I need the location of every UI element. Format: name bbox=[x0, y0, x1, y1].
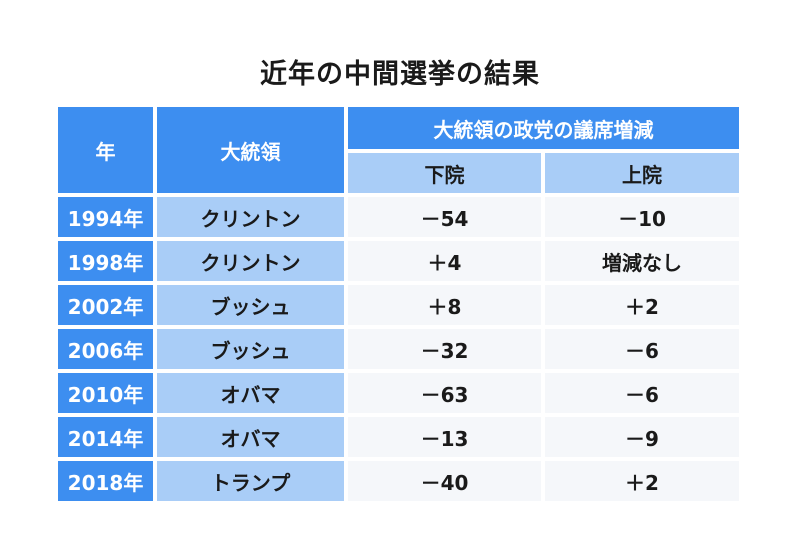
header-house: 下院 bbox=[348, 153, 541, 193]
page-title: 近年の中間選挙の結果 bbox=[260, 59, 540, 90]
row-president: ブッシュ bbox=[157, 285, 344, 325]
row-year: 1994年 bbox=[58, 197, 153, 237]
row-house: －54 bbox=[348, 197, 541, 237]
row-year: 2018年 bbox=[58, 461, 153, 501]
results-table: 年 大統領 大統領の政党の議席増減 下院 上院 1994年 クリントン －54 … bbox=[58, 107, 739, 501]
row-year: 2014年 bbox=[58, 417, 153, 457]
row-senate: －6 bbox=[545, 329, 739, 369]
row-house: －40 bbox=[348, 461, 541, 501]
row-senate: －9 bbox=[545, 417, 739, 457]
row-year: 2002年 bbox=[58, 285, 153, 325]
row-house: ＋4 bbox=[348, 241, 541, 281]
header-president: 大統領 bbox=[157, 107, 344, 193]
row-year: 1998年 bbox=[58, 241, 153, 281]
row-president: クリントン bbox=[157, 241, 344, 281]
header-year: 年 bbox=[58, 107, 153, 193]
row-house: －63 bbox=[348, 373, 541, 413]
row-president: オバマ bbox=[157, 373, 344, 413]
row-senate: －10 bbox=[545, 197, 739, 237]
row-president: オバマ bbox=[157, 417, 344, 457]
row-senate: ＋2 bbox=[545, 285, 739, 325]
row-senate: ＋2 bbox=[545, 461, 739, 501]
row-house: ＋8 bbox=[348, 285, 541, 325]
header-senate: 上院 bbox=[545, 153, 739, 193]
row-president: ブッシュ bbox=[157, 329, 344, 369]
row-president: クリントン bbox=[157, 197, 344, 237]
row-president: トランプ bbox=[157, 461, 344, 501]
row-year: 2010年 bbox=[58, 373, 153, 413]
row-senate: 増減なし bbox=[545, 241, 739, 281]
row-house: －32 bbox=[348, 329, 541, 369]
row-house: －13 bbox=[348, 417, 541, 457]
row-senate: －6 bbox=[545, 373, 739, 413]
header-seats-change: 大統領の政党の議席増減 bbox=[348, 107, 739, 149]
row-year: 2006年 bbox=[58, 329, 153, 369]
